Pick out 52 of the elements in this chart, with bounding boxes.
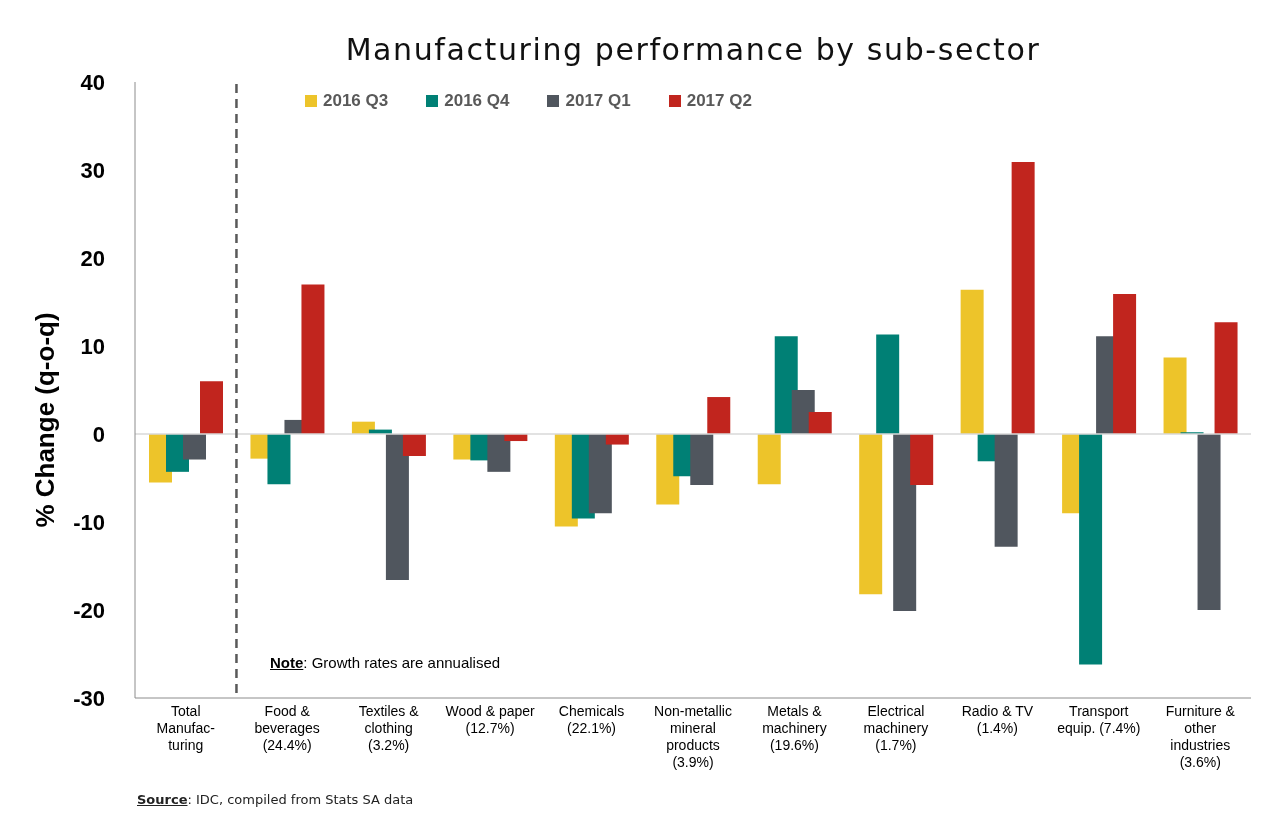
bar (757, 434, 781, 485)
legend-label: 2017 Q1 (565, 91, 631, 111)
y-tick-label: -30 (73, 685, 105, 711)
x-tick-label: Radio & TV (1.4%) (961, 703, 1034, 736)
bar (1197, 434, 1221, 610)
chart-title: Manufacturing performance by sub-sector (344, 32, 1042, 67)
bar (200, 381, 223, 434)
y-tick-label: -10 (73, 509, 105, 535)
y-tick-label: -20 (73, 597, 105, 623)
y-axis-title: % Change (q-o-q) (30, 312, 60, 528)
bar (1113, 294, 1137, 434)
bar (402, 434, 426, 456)
bar (960, 289, 984, 434)
annotation: Note: Growth rates are annualised (270, 654, 501, 671)
legend-label: 2017 Q2 (686, 91, 752, 111)
x-tick-label: Furniture & other industries (3.6%) (1165, 703, 1236, 770)
bar (1011, 162, 1035, 434)
bar (588, 434, 612, 514)
x-tick-label: Textiles & clothing (3.2%) (358, 703, 420, 753)
bar (859, 434, 883, 595)
bar (1079, 434, 1103, 665)
bar (385, 434, 409, 581)
source-note: Source: IDC, compiled from Stats SA data (137, 792, 414, 807)
x-tick-label: Non-metallic mineral products (3.9%) (654, 703, 732, 770)
bar (707, 397, 731, 434)
x-tick-label: Chemicals (22.1%) (558, 703, 625, 736)
legend-label: 2016 Q4 (444, 91, 510, 111)
bar (690, 434, 714, 486)
bar (183, 434, 206, 460)
x-tick-label: Total Manufac-turing (156, 703, 216, 753)
bar (910, 434, 934, 486)
x-tick-label: Wood & paper (12.7%) (445, 703, 536, 736)
y-tick-label: 40 (80, 69, 105, 95)
x-tick-label: Metals & machinery (19.6%) (762, 703, 827, 753)
bar (1214, 322, 1238, 434)
y-tick-label: 30 (80, 157, 105, 183)
bar (994, 434, 1018, 547)
y-tick-label: 10 (80, 333, 105, 359)
x-tick-label: Transport equip. (7.4%) (1057, 703, 1141, 736)
x-tick-label: Food & beverages (24.4%) (254, 703, 320, 753)
bar (605, 434, 629, 445)
bar (487, 434, 511, 472)
y-tick-label: 0 (92, 421, 105, 447)
bar (1163, 357, 1187, 434)
bar (267, 434, 291, 485)
bar (893, 434, 917, 611)
bar (876, 334, 900, 434)
bar (301, 284, 325, 434)
legend-label: 2016 Q3 (323, 91, 389, 111)
x-tick-label: Electrical machinery (1.7%) (863, 703, 929, 753)
bar (808, 412, 832, 434)
y-tick-label: 20 (80, 245, 105, 271)
